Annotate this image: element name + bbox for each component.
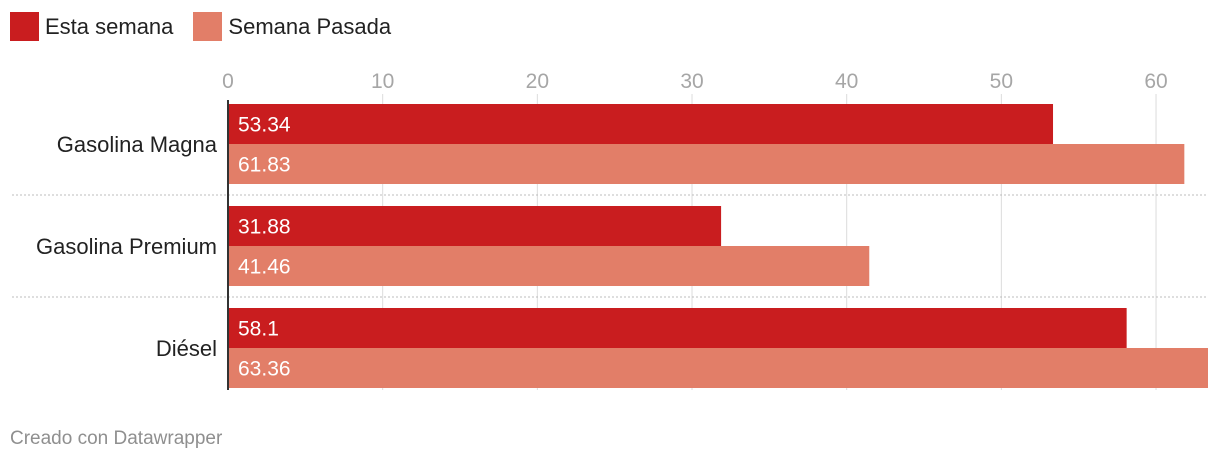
x-tick-label-20: 20 bbox=[526, 70, 549, 93]
x-tick-label-0: 0 bbox=[222, 70, 234, 93]
value-label-esta-semana-gasolina-magna: 53.34 bbox=[238, 114, 291, 137]
value-label-semana-pasada-gasolina-premium: 41.46 bbox=[238, 256, 291, 279]
value-label-esta-semana-gasolina-premium: 31.88 bbox=[238, 216, 291, 239]
legend-item-semana-pasada: Semana Pasada bbox=[193, 12, 391, 41]
value-label-semana-pasada-gasolina-magna: 61.83 bbox=[238, 154, 291, 177]
bar-esta-semana-gasolina-magna bbox=[228, 104, 1054, 144]
value-label-semana-pasada-diesel: 63.36 bbox=[238, 358, 291, 381]
legend-swatch-semana-pasada bbox=[193, 12, 223, 41]
legend-item-esta-semana: Esta semana bbox=[10, 12, 173, 41]
category-label-diesel: Diésel bbox=[156, 336, 217, 361]
chart-legend: Esta semana Semana Pasada bbox=[10, 12, 411, 41]
value-label-esta-semana-diesel: 58.1 bbox=[238, 318, 279, 341]
legend-label-semana-pasada: Semana Pasada bbox=[228, 13, 392, 39]
x-tick-label-40: 40 bbox=[835, 70, 858, 93]
legend-swatch-esta-semana bbox=[10, 12, 39, 41]
category-label-gasolina-premium: Gasolina Premium bbox=[36, 234, 217, 259]
x-tick-label-60: 60 bbox=[1144, 70, 1167, 93]
category-label-gasolina-magna: Gasolina Magna bbox=[57, 132, 218, 157]
x-tick-label-50: 50 bbox=[990, 70, 1013, 93]
x-tick-label-10: 10 bbox=[371, 70, 394, 93]
bar-semana-pasada-diesel bbox=[228, 348, 1208, 388]
bar-esta-semana-gasolina-premium bbox=[228, 206, 722, 246]
legend-label-esta-semana: Esta semana bbox=[45, 13, 174, 39]
bar-semana-pasada-gasolina-premium bbox=[228, 246, 870, 286]
bar-esta-semana-diesel bbox=[228, 308, 1127, 348]
x-tick-label-30: 30 bbox=[680, 70, 703, 93]
bar-semana-pasada-gasolina-magna bbox=[228, 144, 1185, 184]
footer-credit: Creado con Datawrapper bbox=[10, 428, 223, 449]
bar-chart: 0 10 20 30 40 50 60 53.34 61.83 Gasolina Magna 31.… bbox=[12, 70, 1208, 390]
